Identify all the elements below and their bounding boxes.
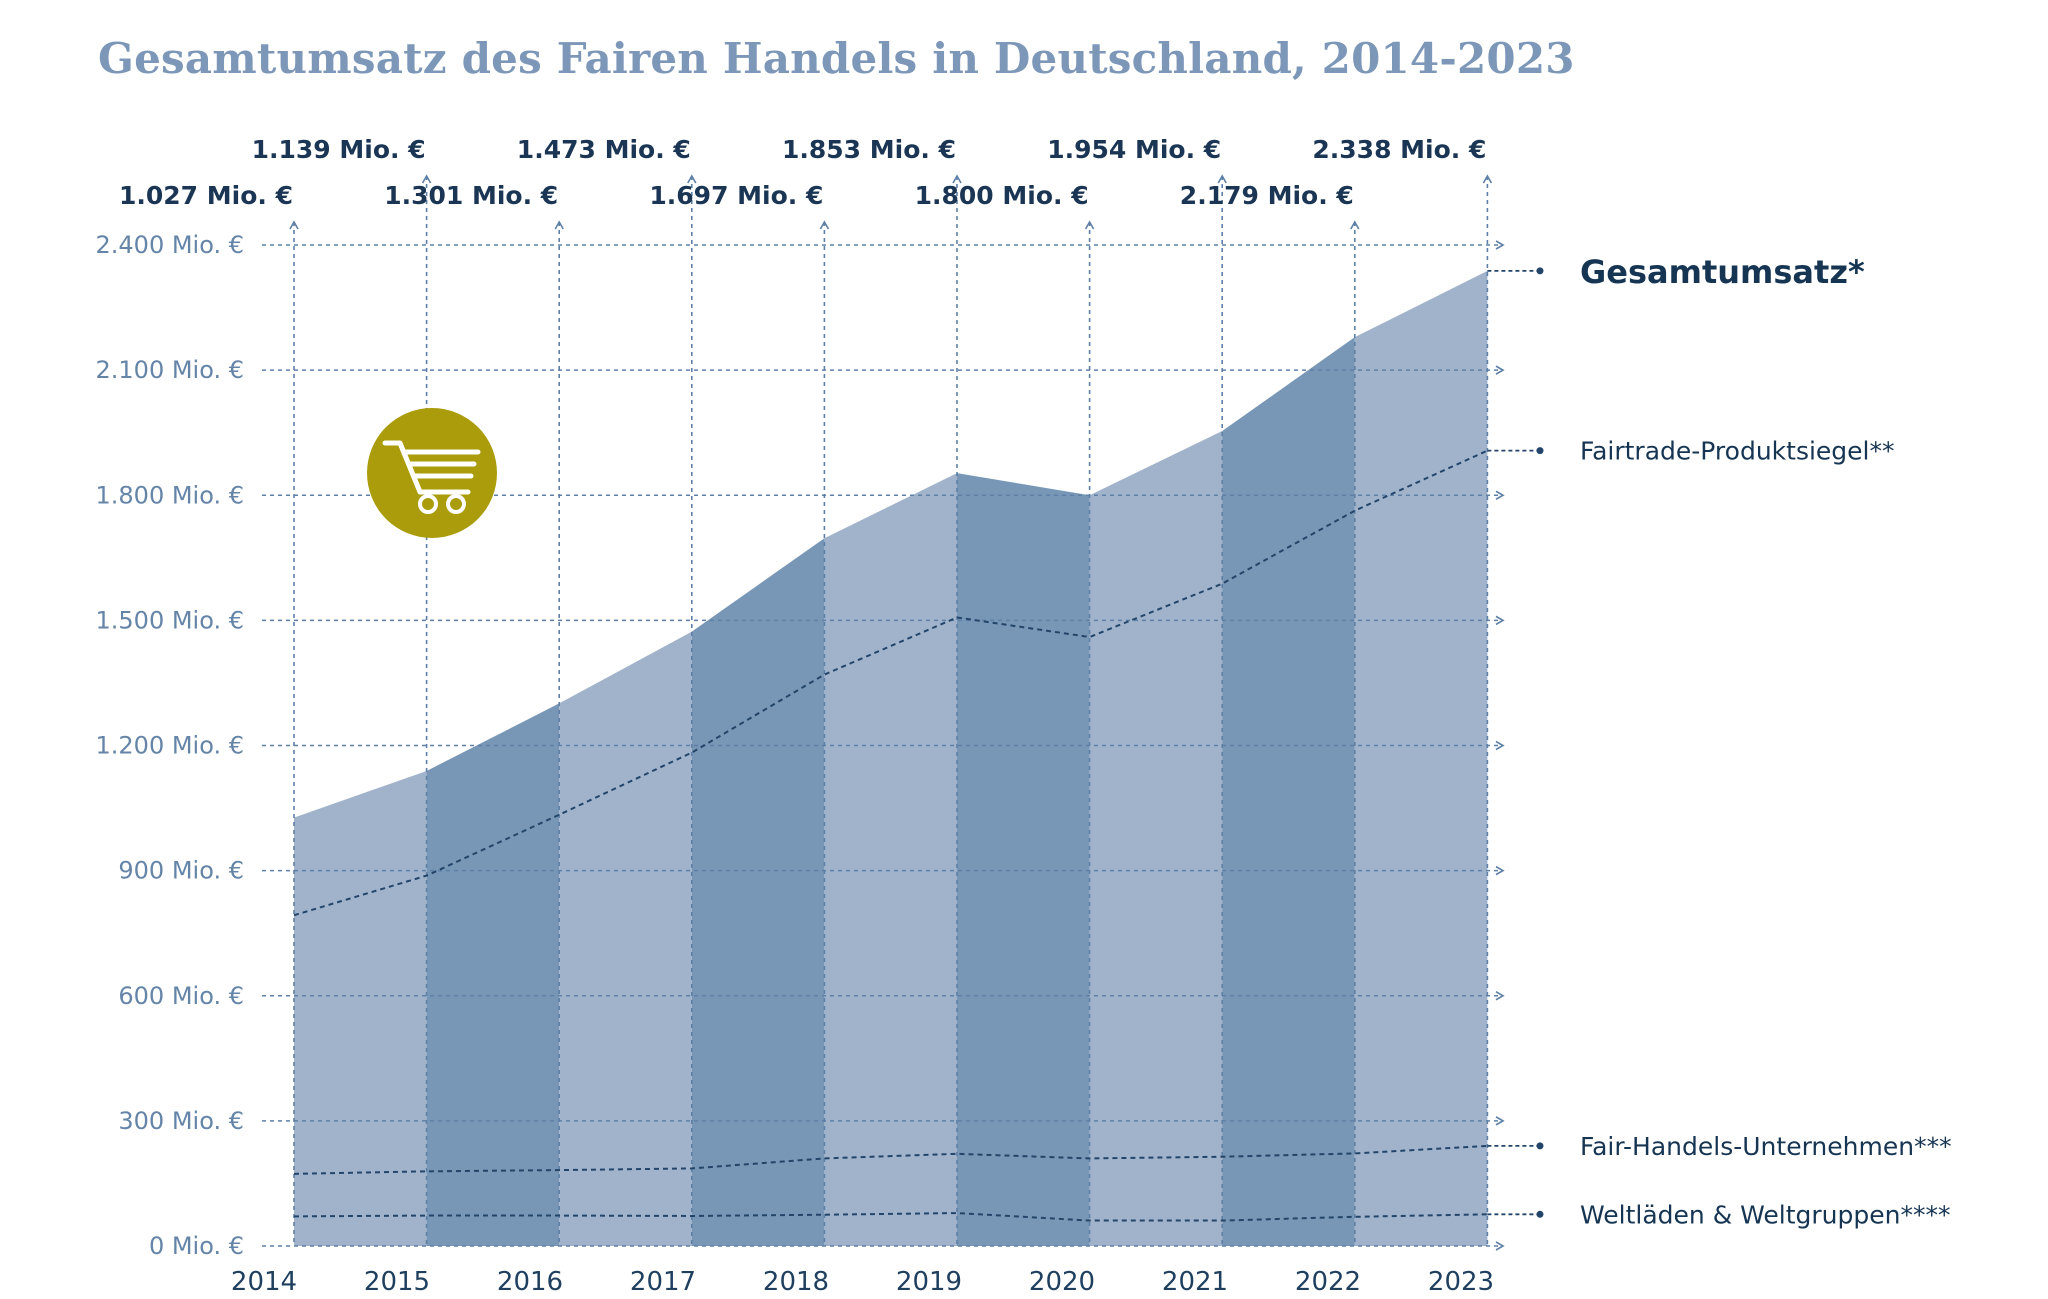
grid-arrow	[289, 220, 299, 230]
value-label: 2.338 Mio. €	[1312, 135, 1486, 164]
series-line-2	[293, 1144, 1488, 1175]
y-tick-label: 900 Mio. €	[118, 857, 244, 885]
x-tick-label: 2023	[1428, 1267, 1494, 1297]
shopping-cart-icon	[367, 408, 497, 538]
x-axis-ticks: 2014 2015 2016 2017 2018 2019 2020 2021 2022 2023	[231, 1267, 1494, 1297]
y-tick-label: 600 Mio. €	[118, 982, 244, 1010]
grid-arrow	[1495, 1116, 1505, 1126]
area-band-2017	[691, 538, 825, 1246]
y-tick-label: 1.500 Mio. €	[96, 606, 245, 634]
value-label: 1.139 Mio. €	[252, 135, 426, 164]
value-label: 1.697 Mio. €	[649, 181, 823, 210]
grid-arrow	[1084, 220, 1095, 230]
grid-arrow	[952, 174, 962, 184]
legend-dot	[1536, 1142, 1544, 1150]
value-label: 1.027 Mio. €	[119, 181, 293, 210]
y-tick-label: 300 Mio. €	[118, 1107, 244, 1135]
legend-label: Weltläden & Weltgruppen****	[1580, 1200, 1950, 1229]
area-band-2020	[1089, 431, 1223, 1246]
grid-arrow	[421, 174, 432, 184]
x-tick-label: 2022	[1295, 1267, 1361, 1297]
x-tick-label: 2018	[763, 1267, 829, 1297]
grid-arrow	[1495, 991, 1505, 1001]
grid-arrow	[1495, 240, 1505, 250]
legend-label: Fairtrade-Produktsiegel**	[1580, 437, 1895, 466]
grid-arrow	[1482, 174, 1493, 184]
y-tick-label: 0 Mio. €	[149, 1232, 244, 1260]
series-line-3	[293, 1212, 1488, 1222]
gridlines	[262, 174, 1505, 1251]
value-label: 1.800 Mio. €	[915, 181, 1089, 210]
x-tick-label: 2015	[364, 1267, 430, 1297]
y-axis-ticks: 0 Mio. € 300 Mio. € 600 Mio. € 900 Mio. € 1.…	[96, 231, 245, 1260]
x-tick-label: 2016	[497, 1267, 563, 1297]
area-band-2021	[1222, 337, 1355, 1246]
value-labels: 1.027 Mio. € 1.139 Mio. € 1.301 Mio. € 1.47…	[119, 135, 1486, 210]
grid-arrow	[1495, 1241, 1505, 1251]
value-label: 1.473 Mio. €	[517, 135, 691, 164]
value-label: 1.853 Mio. €	[782, 135, 956, 164]
legend-dot	[1536, 447, 1544, 455]
x-tick-label: 2019	[896, 1267, 962, 1297]
grid-arrow	[1495, 615, 1505, 626]
legend-dot	[1536, 267, 1544, 275]
x-tick-label: 2021	[1162, 1267, 1228, 1297]
grid-arrow	[687, 174, 697, 184]
legend: Gesamtumsatz* Fairtrade-Produktsiegel** Fa…	[1487, 253, 1952, 1229]
x-tick-label: 2014	[231, 1267, 297, 1297]
grid-arrow	[554, 220, 564, 230]
grid-arrow	[819, 220, 830, 230]
grid-arrow	[1217, 174, 1227, 184]
value-label: 1.954 Mio. €	[1047, 135, 1221, 164]
area-bands	[294, 270, 1488, 1247]
legend-dot	[1536, 1210, 1544, 1218]
grid-arrow	[1495, 490, 1505, 500]
area-band-2015	[426, 703, 560, 1246]
value-label: 1.301 Mio. €	[384, 181, 558, 210]
y-tick-label: 2.400 Mio. €	[96, 231, 245, 259]
area-band-2016	[559, 631, 692, 1246]
area-band-2014	[294, 770, 427, 1246]
page-title: Gesamtumsatz des Fairen Handels in Deuts…	[98, 34, 1575, 83]
area-band-2022	[1354, 270, 1488, 1247]
series-line-1	[293, 449, 1488, 917]
value-label: 2.179 Mio. €	[1180, 181, 1354, 210]
grid-arrow	[1495, 865, 1505, 876]
y-tick-label: 1.800 Mio. €	[96, 481, 245, 509]
series-lines	[293, 449, 1488, 1222]
x-tick-label: 2020	[1029, 1267, 1095, 1297]
area-band-2019	[957, 473, 1090, 1246]
y-tick-label: 2.100 Mio. €	[96, 356, 245, 384]
grid-arrow	[1495, 365, 1505, 375]
x-tick-label: 2017	[630, 1267, 696, 1297]
grid-arrow	[1495, 740, 1505, 751]
legend-label: Fair-Handels-Unternehmen***	[1580, 1132, 1952, 1161]
y-tick-label: 1.200 Mio. €	[96, 732, 245, 760]
legend-label: Gesamtumsatz*	[1580, 253, 1865, 291]
grid-arrow	[1350, 220, 1360, 230]
area-band-2018	[824, 473, 957, 1246]
